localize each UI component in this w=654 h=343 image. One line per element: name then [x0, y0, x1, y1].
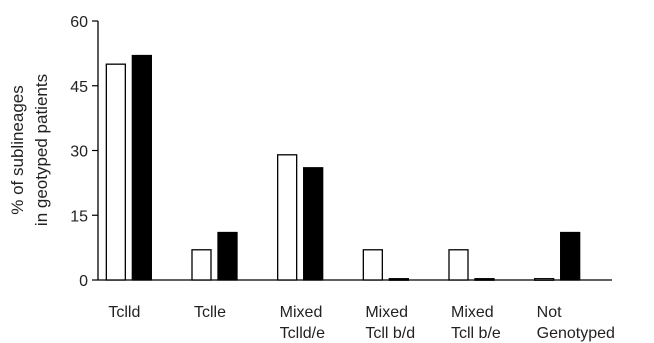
- bars: [105, 54, 581, 281]
- y-ticks: 0 15 30 45 60: [70, 14, 98, 290]
- y-axis-label-line-1: % of sublineages: [8, 85, 27, 214]
- y-tick-label: 0: [79, 273, 88, 290]
- axes: [97, 21, 612, 281]
- x-tick-label-line: Tclld: [108, 304, 140, 321]
- bar-series-1-0: [105, 63, 126, 281]
- y-tick-label: 45: [70, 79, 88, 96]
- x-tick-label-line: Mixed: [280, 304, 323, 321]
- bar-series-2-4: [474, 278, 495, 281]
- x-tick-label: Mixed Tclld/e: [280, 304, 325, 342]
- bar-series-2-2: [303, 167, 324, 281]
- x-tick-label: Tclle: [194, 304, 226, 321]
- bar-series-2-0: [131, 54, 152, 281]
- x-tick-label-line: Mixed: [365, 304, 408, 321]
- x-tick-label-line: Tcll b/e: [451, 325, 501, 342]
- y-axis-label: % of sublineages in geotyped patients: [8, 74, 51, 226]
- bar-series-1-5: [534, 278, 555, 281]
- x-tick-label-line: Tclld/e: [280, 325, 325, 342]
- x-tick-label-line: Tcll b/d: [365, 325, 415, 342]
- bar-series-2-5: [560, 231, 581, 281]
- y-tick-label: 30: [70, 144, 88, 161]
- bar-series-2-3: [388, 278, 409, 281]
- bar-series-1-3: [362, 249, 383, 281]
- x-tick-label-line: Not: [537, 304, 562, 321]
- x-tick-label-line: Genotyped: [537, 325, 615, 342]
- bar-series-1-2: [277, 154, 298, 281]
- x-tick-label-line: Mixed: [451, 304, 494, 321]
- bar-series-1-4: [448, 249, 469, 281]
- y-axis-label-line-2: in geotyped patients: [32, 74, 51, 226]
- x-tick-label: Tclld: [108, 304, 140, 321]
- x-tick-label-line: Tclle: [194, 304, 226, 321]
- bar-series-1-1: [191, 249, 212, 281]
- x-tick-label: Not Genotyped: [537, 304, 615, 342]
- y-tick-label: 60: [70, 14, 88, 31]
- x-tick-label: Mixed Tcll b/d: [365, 304, 415, 342]
- x-tick-label: Mixed Tcll b/e: [451, 304, 501, 342]
- y-tick-label: 15: [70, 208, 88, 225]
- bar-series-2-1: [217, 231, 238, 281]
